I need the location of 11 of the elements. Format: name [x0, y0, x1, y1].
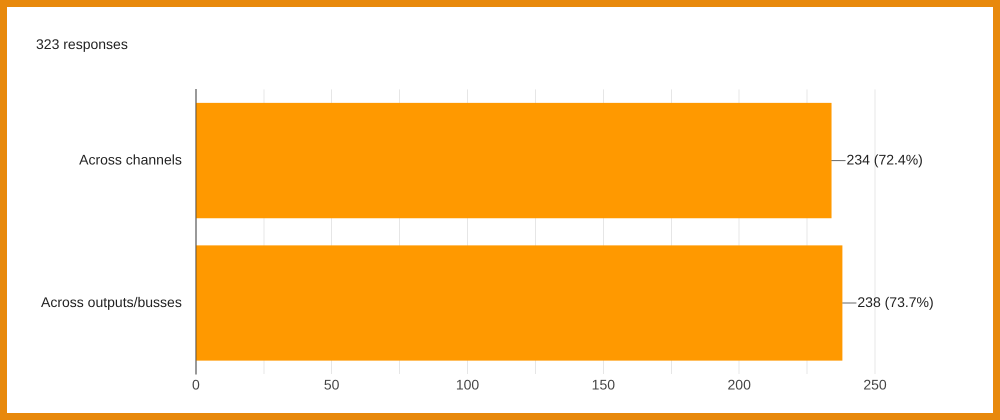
x-tick-label: 100: [456, 376, 480, 392]
y-tick-label: Across outputs/busses: [40, 294, 182, 310]
x-tick-label: 0: [192, 376, 200, 392]
x-tick-label: 50: [324, 376, 340, 392]
x-tick-label: 250: [863, 376, 887, 392]
x-tick-label: 200: [727, 376, 752, 392]
data-label: 238 (73.7%): [857, 294, 934, 310]
x-tick-label: 150: [592, 376, 616, 392]
text: 323 responses: [36, 36, 128, 52]
data-label: 234 (72.4%): [846, 151, 923, 168]
y-tick-label: Across channels: [79, 151, 182, 168]
